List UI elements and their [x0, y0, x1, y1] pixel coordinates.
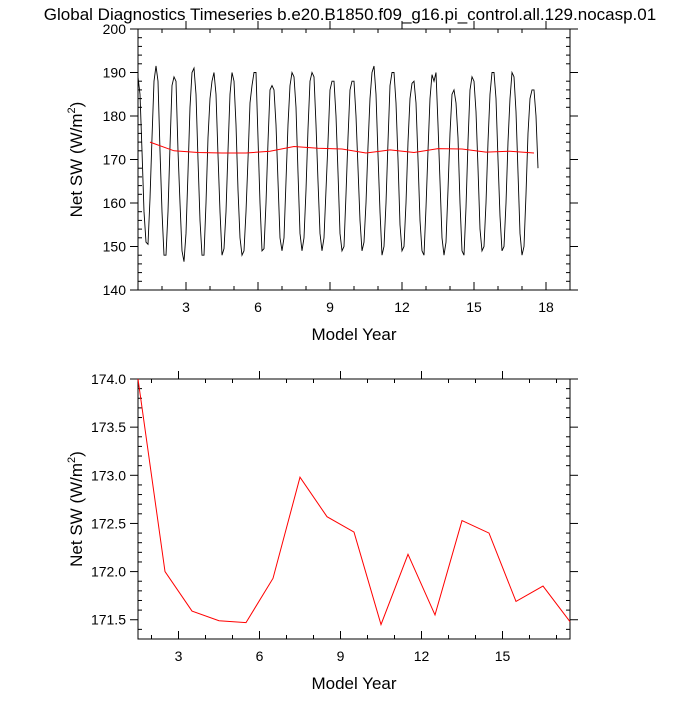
- x-tick-label: 9: [326, 299, 334, 315]
- y-tick-label: 160: [103, 195, 127, 211]
- x-tick-label: 6: [254, 299, 262, 315]
- x-axis-label: Model Year: [311, 325, 396, 344]
- y-tick-label: 172.0: [91, 564, 126, 580]
- y-tick-label: 190: [103, 65, 127, 81]
- monthly-series-line: [137, 65, 539, 262]
- chart-title: Global Diagnostics Timeseries b.e20.B185…: [44, 5, 656, 24]
- plot-frame: [137, 28, 571, 291]
- plot-frame: [137, 378, 571, 640]
- y-tick-label: 173.5: [91, 419, 126, 435]
- top-panel: 3 6 9 12 15 18 140 150 160 170 180 190 200 Model Year…: [66, 21, 578, 344]
- y-tick-label: 170: [103, 152, 127, 168]
- y-tick-label: 172.5: [91, 515, 126, 531]
- y-tick-label: 174.0: [91, 371, 126, 387]
- x-tick-label: 12: [394, 299, 410, 315]
- y-axis-label-close: ): [67, 451, 86, 457]
- y-tick-label: 140: [103, 282, 127, 298]
- y-tick-label: 180: [103, 108, 127, 124]
- y-tick-label: 171.5: [91, 612, 126, 628]
- x-tick-label: 9: [337, 648, 345, 664]
- y-axis-label-close: ): [67, 102, 86, 108]
- y-tick-label: 173.0: [91, 467, 126, 483]
- x-tick-label: 6: [256, 648, 264, 664]
- x-tick-label: 3: [182, 299, 190, 315]
- y-axis-label-text: Net SW (W/m: [67, 113, 86, 217]
- x-tick-label: 12: [414, 648, 430, 664]
- y-axis-label: Net SW (W/m2): [66, 102, 86, 218]
- x-axis-label: Model Year: [311, 674, 396, 693]
- bottom-panel: 3 6 9 12 15 171.5 172.0 172.5 173.0 173.5 174.0 Mod…: [66, 371, 578, 693]
- y-axis-label-superscript: 2: [66, 457, 78, 463]
- y-tick-label: 200: [103, 21, 127, 37]
- x-tick-label: 3: [175, 648, 183, 664]
- x-tick-label: 18: [538, 299, 554, 315]
- y-axis-label: Net SW (W/m2): [66, 451, 86, 567]
- y-tick-label: 150: [103, 239, 127, 255]
- y-axis-label-superscript: 2: [66, 107, 78, 113]
- x-tick-label: 15: [466, 299, 482, 315]
- annual-series-line: [149, 141, 535, 154]
- x-tick-label: 15: [495, 648, 511, 664]
- annual-series-line: [137, 378, 571, 627]
- y-axis-label-text: Net SW (W/m: [67, 463, 86, 567]
